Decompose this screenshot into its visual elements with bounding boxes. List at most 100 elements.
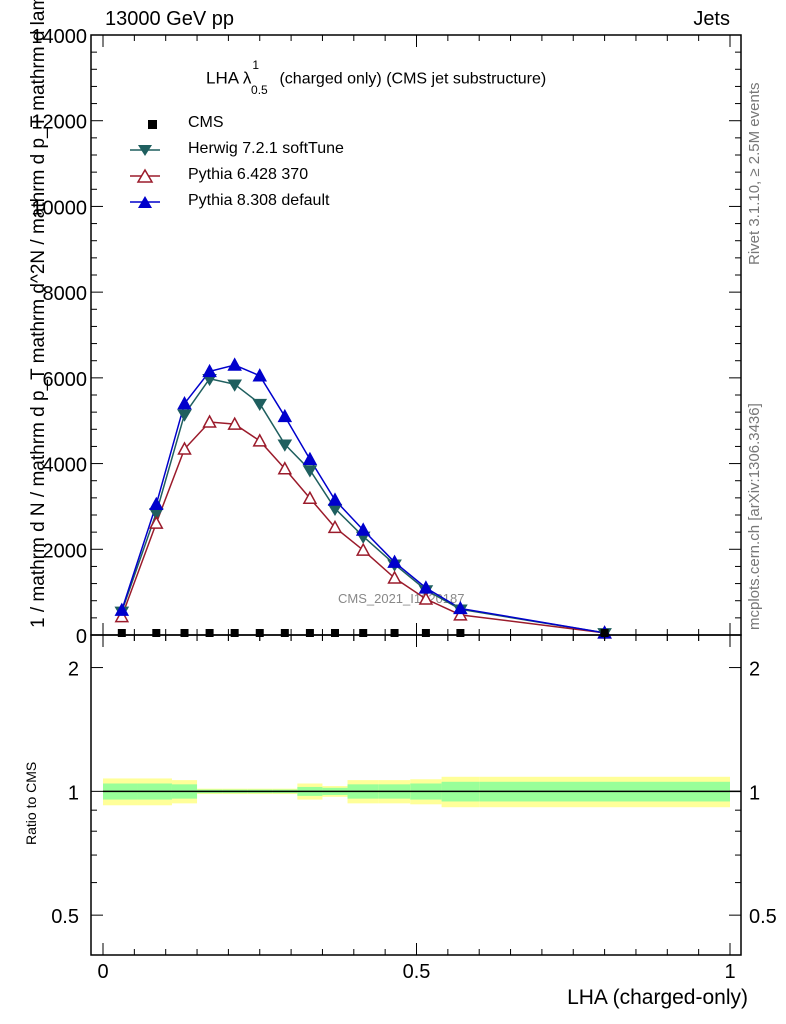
- ratio-inner-band: [197, 789, 223, 794]
- triangle-down-icon: [130, 145, 160, 156]
- ratio-inner-band: [410, 783, 442, 800]
- series-point: [327, 503, 343, 517]
- ratio-outer-band: [441, 776, 480, 808]
- series-point: [177, 396, 192, 410]
- cms-data-point: [280, 629, 289, 637]
- series-point: [227, 357, 242, 371]
- series-point: [227, 379, 242, 392]
- series-point: [202, 363, 217, 378]
- series-point: [277, 408, 293, 423]
- ratio-outer-band: [410, 779, 442, 805]
- ratio-outer-band: [347, 780, 379, 804]
- ratio-inner-band: [222, 789, 248, 794]
- ratio-inner-band: [441, 781, 480, 802]
- cms-data-point: [230, 629, 239, 637]
- legend-entry-pythia6: Pythia 6.428 370: [130, 164, 400, 190]
- ratio-outer-band: [222, 788, 248, 795]
- x-tick-label: 1: [724, 961, 735, 983]
- cms-marker-icon: [148, 120, 157, 129]
- series-point: [148, 508, 164, 521]
- series-point: [252, 433, 268, 447]
- series-point: [327, 492, 343, 506]
- ratio-outer-band: [137, 778, 172, 806]
- series-point: [355, 522, 371, 536]
- ratio-inner-band: [297, 786, 323, 796]
- ratio-y-tick-label: 2: [68, 659, 79, 681]
- ratio-plot-frame: [90, 634, 742, 956]
- ratio-outer-band: [378, 780, 411, 804]
- ratio-y-tick-label: 1: [68, 782, 79, 804]
- series-point: [387, 559, 402, 572]
- title-sup: 1: [252, 58, 260, 72]
- title-rest: (charged only) (CMS jet substructure): [279, 70, 547, 88]
- series-point: [114, 606, 130, 619]
- cms-data-point: [205, 629, 214, 637]
- legend-entry-herwig: Herwig 7.2.1 softTune: [130, 138, 400, 164]
- cms-data-point: [180, 629, 189, 637]
- x-tick-label: 0.5: [403, 961, 431, 983]
- ratio-outer-band: [479, 776, 730, 808]
- ratio-inner-band: [378, 784, 411, 799]
- legend-entry-pythia8: Pythia 8.308 default: [130, 190, 400, 216]
- series-point: [177, 441, 192, 455]
- ratio-outer-band: [322, 786, 348, 797]
- series-point: [327, 519, 343, 534]
- series-point: [277, 461, 293, 475]
- ratio-y-tick-label-right: 1: [749, 782, 760, 804]
- ratio-inner-band: [247, 789, 273, 794]
- series-point: [302, 490, 318, 505]
- ratio-outer-band: [103, 778, 138, 806]
- ratio-y-tick-label-right: 2: [749, 659, 760, 681]
- cms-data-point: [390, 629, 399, 637]
- cms-data-point: [330, 629, 339, 637]
- series-point: [453, 604, 468, 617]
- header-energy: 13000 GeV pp: [105, 8, 234, 30]
- mcplots-url-label[interactable]: mcplots.cern.ch [arXiv:1306.3436]: [746, 403, 763, 630]
- ratio-inner-band: [137, 783, 172, 800]
- legend-label: Herwig 7.2.1 softTune: [188, 140, 344, 157]
- analysis-watermark: CMS_2021_I1920187: [338, 591, 465, 606]
- ratio-y-tick-label: 0.5: [51, 906, 79, 928]
- series-point: [453, 607, 468, 621]
- series-point: [597, 628, 612, 641]
- series-point: [387, 570, 402, 584]
- ratio-outer-band: [247, 788, 273, 795]
- ratio-outer-band: [171, 780, 198, 804]
- main-y-axis-label: 1 / mathrm d N / mathrm d p_T mathrm d^2…: [28, 0, 49, 628]
- series-point: [252, 368, 268, 382]
- x-tick-label: 0: [97, 961, 108, 983]
- main-y-tick-label: 0: [76, 626, 87, 648]
- title-main: LHA λ: [206, 68, 252, 88]
- ratio-y-axis-label: Ratio to CMS: [23, 761, 39, 845]
- series-point: [202, 373, 217, 387]
- cms-data-point: [117, 629, 126, 637]
- cms-data-point: [359, 629, 368, 637]
- series-point: [597, 625, 612, 639]
- legend-label: Pythia 6.428 370: [188, 166, 309, 183]
- cms-data-point: [600, 629, 609, 637]
- cms-data-point: [305, 629, 314, 637]
- legend-entry-cms: CMS: [140, 112, 400, 138]
- ratio-inner-band: [103, 783, 138, 800]
- ratio-inner-band: [347, 784, 379, 799]
- title-sub: 0.5: [251, 83, 268, 98]
- cms-data-point: [456, 629, 465, 637]
- ratio-inner-band: [322, 787, 348, 795]
- x-axis-label: LHA (charged-only): [567, 986, 748, 1009]
- series-point: [177, 409, 192, 422]
- ratio-inner-band: [171, 784, 198, 799]
- triangle-up-icon: [130, 196, 160, 208]
- ratio-outer-band: [272, 788, 298, 795]
- legend-label: CMS: [188, 114, 224, 131]
- series-point: [227, 416, 242, 430]
- series-point: [202, 414, 217, 428]
- series-point: [277, 439, 293, 452]
- ratio-inner-band: [272, 789, 298, 794]
- ratio-outer-band: [297, 783, 323, 800]
- series-point: [114, 609, 130, 623]
- series-point: [114, 602, 130, 616]
- triangle-up-open-icon: [130, 168, 160, 183]
- cms-data-point: [152, 629, 161, 637]
- series-point: [597, 625, 612, 639]
- ratio-y-tick-label-right: 0.5: [749, 906, 777, 928]
